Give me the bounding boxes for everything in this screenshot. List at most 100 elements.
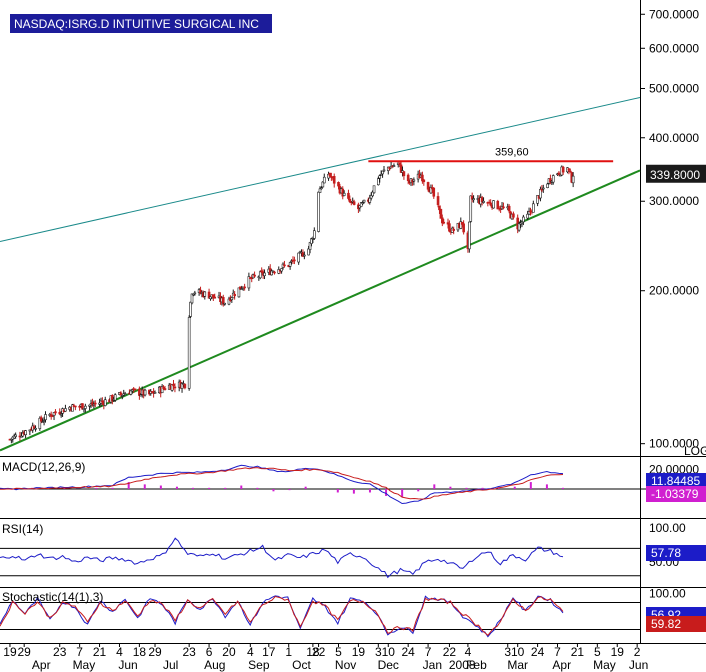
candle-body [561,166,565,173]
x-month-label: Jun [118,658,137,672]
candle-body [119,392,123,396]
candle-body [507,205,511,212]
x-month-label: Jun [629,658,648,672]
x-day-label: 7 [554,645,561,659]
candle-body [328,173,332,177]
candle-body [468,221,471,250]
candle-body [64,408,67,412]
x-day-label: 19 [352,645,366,659]
candle-body [59,413,63,416]
candle-body [496,200,500,210]
rsi-panel-title: RSI(14) [2,522,43,536]
candle-body [438,205,441,211]
candle-body [546,183,549,188]
candle-body [313,230,316,239]
candle-body [213,296,217,299]
price-panel: 700.0000 600.0000 500.0000 400.0000 300.0000… [0,7,706,452]
rsi-series-line [0,537,564,579]
candle-body [539,188,542,199]
candle-body [288,262,292,267]
x-month-label: 2008 [449,658,476,672]
candle-body [318,188,322,193]
x-day-label: 7 [425,645,432,659]
candle-body [113,394,117,401]
candle-body [121,395,124,397]
x-day-label: 22 [312,645,326,659]
x-day-label: 29 [148,645,162,659]
candle-body [362,199,366,203]
candle-body [24,430,27,436]
x-month-label: May [73,658,96,672]
candle-body [84,405,87,409]
x-day-label: 19 [611,645,625,659]
candle-body [172,383,175,387]
panel-borders [0,0,706,644]
candle-body [406,174,410,182]
x-month-label: Nov [335,658,356,672]
candle-body [189,301,192,317]
candle-body [398,162,401,165]
candle-body [54,411,57,414]
candle-body [143,389,147,396]
x-month-label: Apr [32,658,51,672]
candle-body [270,270,273,276]
x-day-label: 18 [133,645,147,659]
candle-body [163,388,167,390]
macd-value-label: 11.84485 [651,474,700,488]
price-y-tick-label: 700.0000 [649,7,699,21]
candle-body [192,293,195,296]
candle-body [293,259,296,262]
x-month-label: Jul [163,658,178,672]
x-month-label: Dec [378,658,399,672]
candle-body [58,411,62,415]
candle-body [233,293,236,297]
candle-body [462,223,465,233]
x-day-label: 3 [504,645,511,659]
candle-body [492,200,495,209]
candle-body [392,165,396,167]
x-day-label: 1 [285,645,292,659]
candle-body [368,197,372,203]
candle-body [14,434,17,437]
candle-body [322,176,326,184]
candle-body [223,302,227,305]
candle-body [321,181,325,188]
candle-body [193,292,197,295]
candle-body [551,175,555,183]
stochastic-panel-title: Stochastic(14(1),3) [2,590,103,604]
candle-body [347,192,350,199]
candle-body [237,287,241,298]
x-month-label: Mar [507,658,528,672]
candle-body [541,187,545,190]
candle-body [243,286,246,289]
candle-body [283,264,286,267]
candle-body [342,192,346,196]
x-day-label: 5 [335,645,342,659]
x-day-label: 17 [262,645,276,659]
candle-body [432,187,436,197]
x-day-label: 23 [53,645,67,659]
candle-body [297,252,300,263]
x-day-label: 20 [222,645,236,659]
macd-value-box [646,473,706,489]
candle-body [452,228,455,231]
candle-body [532,203,535,213]
log-scale-label: LOG [684,444,706,458]
candle-body [320,187,323,190]
candle-body [382,169,386,172]
candle-body [502,206,505,209]
price-y-tick-label: 500.0000 [649,82,699,96]
candle-body [123,393,127,395]
candle-body [371,191,374,197]
candle-body [448,223,451,232]
x-day-label: 19 [3,645,17,659]
macd-panel-title: MACD(12,26,9) [2,460,85,474]
candle-body [372,185,376,194]
stochastic-series-line [0,595,564,637]
candle-body [258,271,262,279]
macd-series-line [0,467,564,500]
candle-body [379,174,383,176]
